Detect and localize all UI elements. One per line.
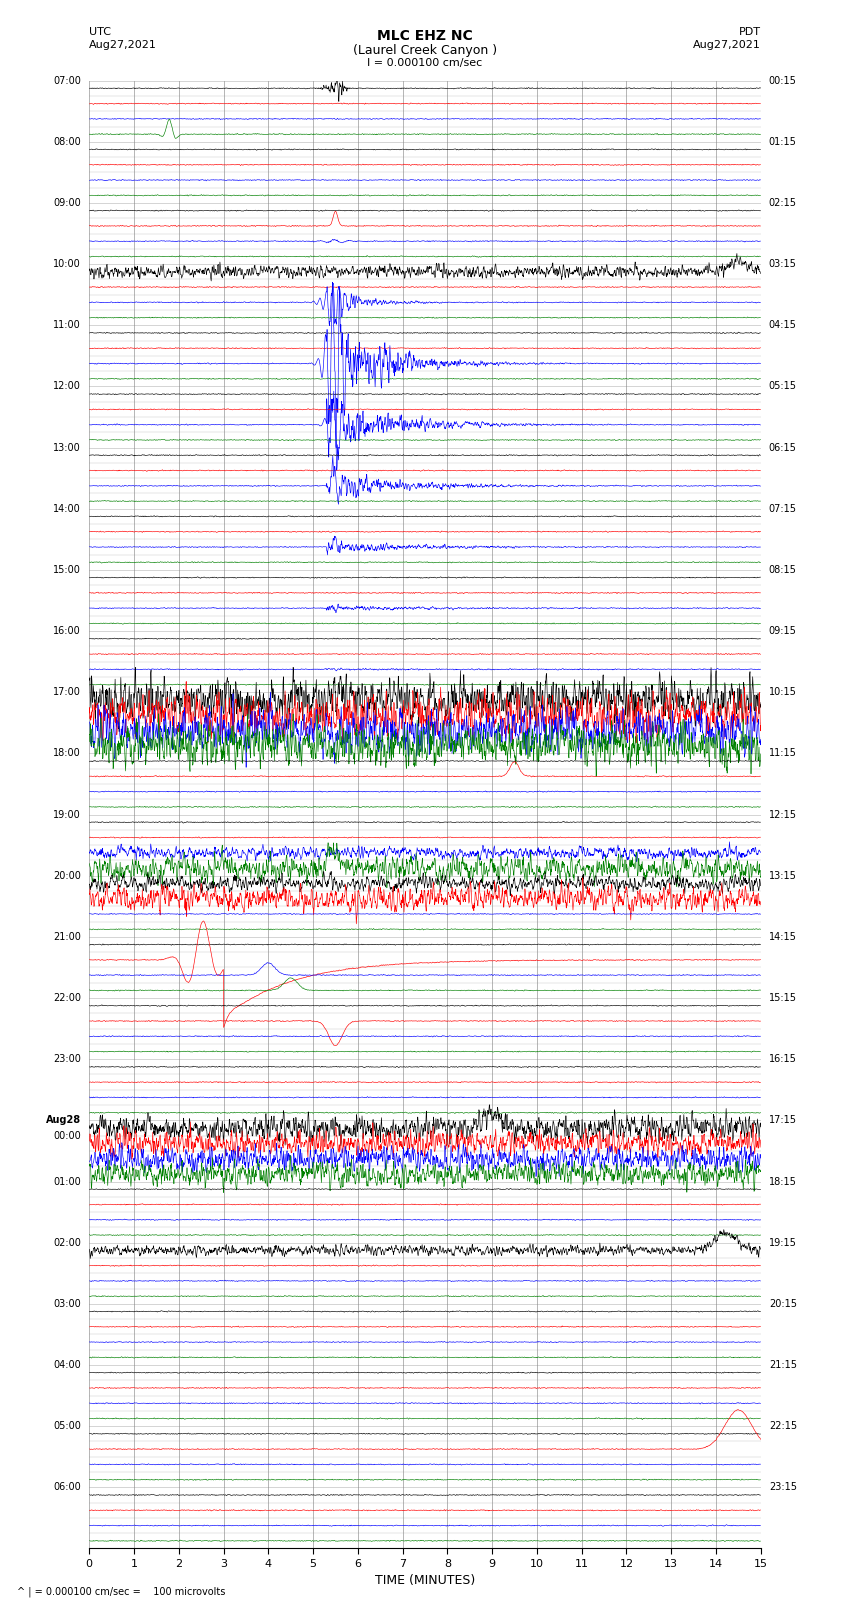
Text: 17:15: 17:15 bbox=[768, 1115, 796, 1126]
Text: 10:15: 10:15 bbox=[768, 687, 796, 697]
Text: 20:00: 20:00 bbox=[54, 871, 82, 881]
Text: 02:15: 02:15 bbox=[768, 198, 796, 208]
Text: Aug27,2021: Aug27,2021 bbox=[693, 40, 761, 50]
Text: 04:00: 04:00 bbox=[54, 1360, 82, 1369]
Text: 01:15: 01:15 bbox=[768, 137, 796, 147]
Text: 11:15: 11:15 bbox=[768, 748, 796, 758]
Text: UTC: UTC bbox=[89, 27, 111, 37]
Text: 13:00: 13:00 bbox=[54, 442, 82, 453]
Text: 06:15: 06:15 bbox=[768, 442, 796, 453]
Text: 15:00: 15:00 bbox=[54, 565, 82, 574]
Text: 11:00: 11:00 bbox=[54, 321, 82, 331]
Text: Aug28: Aug28 bbox=[46, 1115, 82, 1126]
Text: 19:00: 19:00 bbox=[54, 810, 82, 819]
Text: 09:00: 09:00 bbox=[54, 198, 82, 208]
Text: 05:00: 05:00 bbox=[54, 1421, 82, 1431]
Text: 23:00: 23:00 bbox=[54, 1055, 82, 1065]
Text: 16:00: 16:00 bbox=[54, 626, 82, 636]
Text: 13:15: 13:15 bbox=[768, 871, 796, 881]
Text: 12:00: 12:00 bbox=[54, 381, 82, 392]
Text: 14:00: 14:00 bbox=[54, 503, 82, 515]
Text: 07:00: 07:00 bbox=[54, 76, 82, 85]
Text: 07:15: 07:15 bbox=[768, 503, 796, 515]
Text: 00:00: 00:00 bbox=[54, 1131, 82, 1140]
Text: 21:15: 21:15 bbox=[768, 1360, 796, 1369]
Text: 20:15: 20:15 bbox=[768, 1298, 796, 1308]
Text: 04:15: 04:15 bbox=[768, 321, 796, 331]
Text: 02:00: 02:00 bbox=[54, 1237, 82, 1248]
Text: 19:15: 19:15 bbox=[768, 1237, 796, 1248]
Text: 22:15: 22:15 bbox=[768, 1421, 797, 1431]
Text: 01:00: 01:00 bbox=[54, 1176, 82, 1187]
Text: 18:00: 18:00 bbox=[54, 748, 82, 758]
Text: I = 0.000100 cm/sec: I = 0.000100 cm/sec bbox=[367, 58, 483, 68]
Text: 03:00: 03:00 bbox=[54, 1298, 82, 1308]
Text: 00:15: 00:15 bbox=[768, 76, 796, 85]
Text: PDT: PDT bbox=[739, 27, 761, 37]
Text: 05:15: 05:15 bbox=[768, 381, 796, 392]
Text: 16:15: 16:15 bbox=[768, 1055, 796, 1065]
Text: 08:00: 08:00 bbox=[54, 137, 82, 147]
Text: 23:15: 23:15 bbox=[768, 1482, 796, 1492]
Text: MLC EHZ NC: MLC EHZ NC bbox=[377, 29, 473, 44]
Text: 15:15: 15:15 bbox=[768, 994, 796, 1003]
Text: 09:15: 09:15 bbox=[768, 626, 796, 636]
Text: 14:15: 14:15 bbox=[768, 932, 796, 942]
Text: 10:00: 10:00 bbox=[54, 260, 82, 269]
Text: 21:00: 21:00 bbox=[54, 932, 82, 942]
Text: 18:15: 18:15 bbox=[768, 1176, 796, 1187]
Text: (Laurel Creek Canyon ): (Laurel Creek Canyon ) bbox=[353, 44, 497, 56]
Text: Aug27,2021: Aug27,2021 bbox=[89, 40, 157, 50]
Text: 08:15: 08:15 bbox=[768, 565, 796, 574]
Text: 12:15: 12:15 bbox=[768, 810, 796, 819]
Text: ^ | = 0.000100 cm/sec =    100 microvolts: ^ | = 0.000100 cm/sec = 100 microvolts bbox=[17, 1586, 225, 1597]
Text: 03:15: 03:15 bbox=[768, 260, 796, 269]
Text: 17:00: 17:00 bbox=[54, 687, 82, 697]
X-axis label: TIME (MINUTES): TIME (MINUTES) bbox=[375, 1574, 475, 1587]
Text: 06:00: 06:00 bbox=[54, 1482, 82, 1492]
Text: 22:00: 22:00 bbox=[54, 994, 82, 1003]
